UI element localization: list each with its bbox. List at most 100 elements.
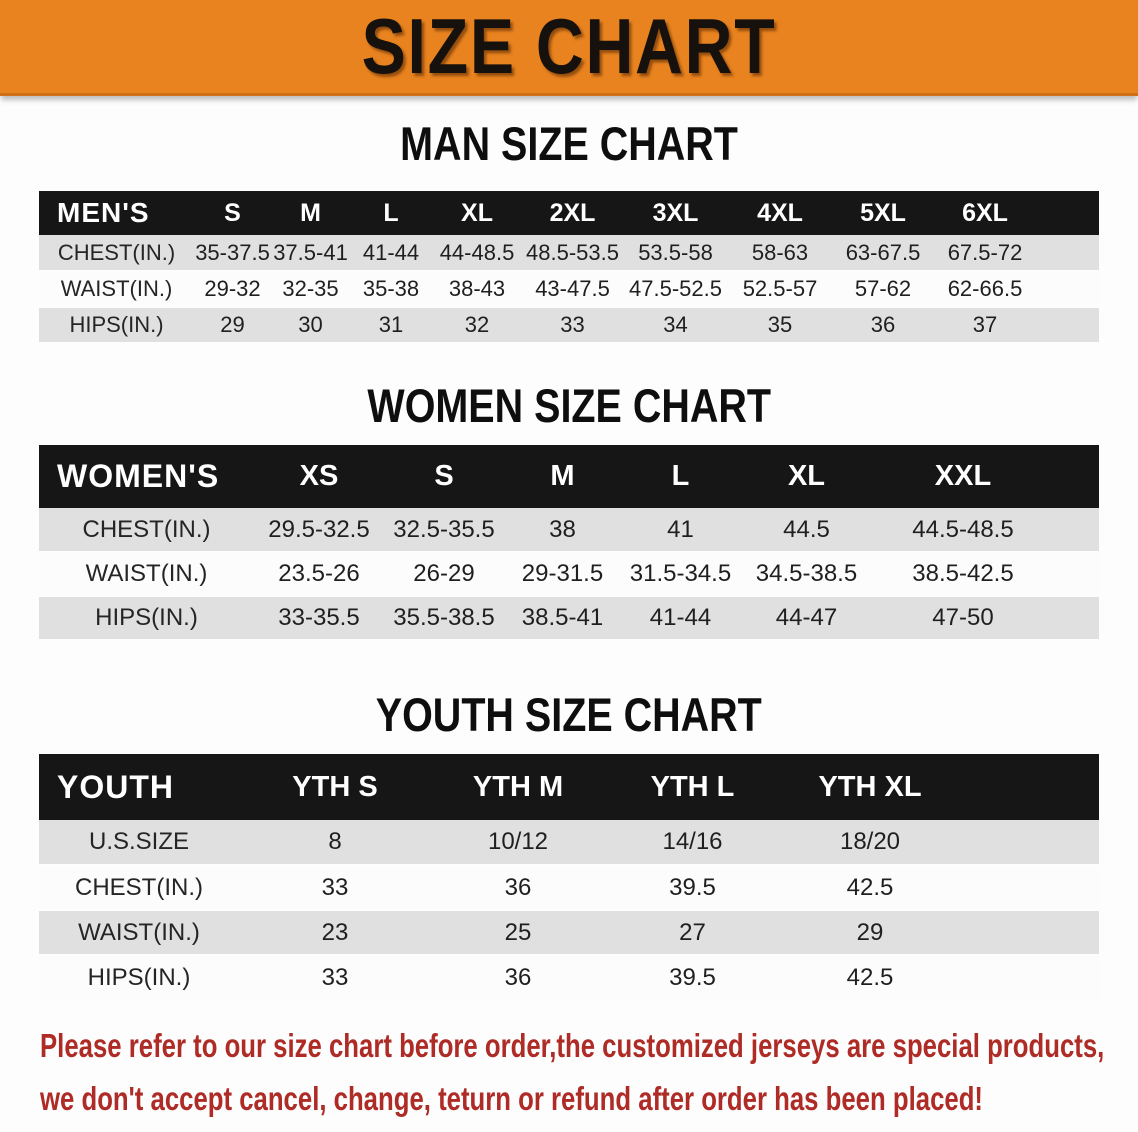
disclaimer-line-1: Please refer to our size chart before or… (40, 1023, 1138, 1076)
value-cell: 36 (504, 873, 532, 901)
men-section-heading-text: MAN SIZE CHART (400, 117, 738, 170)
size-column-header: 6XL (934, 191, 1036, 235)
value-cell: 42.5 (846, 963, 894, 991)
youth-size-table: YOUTH YTH S YTH M YTH L YTH XL U.S.SIZE 8 10/12… (39, 754, 1099, 1001)
value-cell: 37.5-41 (273, 239, 348, 265)
value-cell: 39.5 (669, 963, 716, 991)
measurement-row: HIPS(IN.) 29 30 31 32 33 34 35 36 37 (39, 307, 1099, 343)
value-cell: 34 (663, 312, 688, 337)
size-column-header: 4XL (728, 191, 832, 235)
banner-title: SIZE CHART (361, 2, 777, 90)
spacer-cell (960, 865, 1099, 910)
size-header-row: YOUTH YTH S YTH M YTH L YTH XL (39, 754, 1099, 820)
value-cell: 67.5-72 (947, 239, 1023, 265)
value-cell: 26-29 (413, 560, 475, 587)
row-label: WAIST(IN.) (60, 276, 173, 301)
row-label: WAIST(IN.) (85, 560, 208, 587)
spacer-cell (960, 820, 1099, 865)
spacer-cell (1036, 235, 1099, 271)
value-cell: 36 (504, 963, 532, 991)
value-cell: 44.5 (783, 515, 830, 543)
value-cell: 23 (321, 918, 349, 946)
value-cell: 43-47.5 (535, 276, 610, 301)
value-cell: 33 (560, 312, 585, 337)
value-cell: 31.5-34.5 (629, 560, 732, 587)
spacer-cell (1036, 271, 1099, 307)
value-cell: 29-32 (204, 276, 261, 301)
size-column-header: M (271, 191, 350, 235)
value-cell: 58-63 (751, 239, 809, 265)
value-cell: 32-35 (282, 276, 339, 301)
value-cell: 8 (328, 828, 342, 855)
youth-size-section: YOUTH SIZE CHART YOUTH YTH S YTH M YTH L YTH… (0, 691, 1138, 1001)
measurement-row: HIPS(IN.) 33-35.5 35.5-38.5 38.5-41 41-44 44-… (39, 596, 1099, 640)
spacer-cell (1053, 596, 1099, 640)
value-cell: 42.5 (846, 873, 894, 901)
value-cell: 41 (667, 515, 694, 543)
spacer-cell (1053, 508, 1099, 552)
size-column-header: YTH XL (780, 754, 960, 820)
order-disclaimer: Please refer to our size chart before or… (40, 1023, 1138, 1129)
disclaimer-line-2-text: we don't accept cancel, change, teturn o… (40, 1080, 983, 1117)
row-label: CHEST(IN.) (57, 239, 176, 265)
measurement-row: HIPS(IN.) 33 36 39.5 42.5 (39, 955, 1099, 1000)
spacer-cell (1036, 307, 1099, 343)
measurement-row: WAIST(IN.) 29-32 32-35 35-38 38-43 43-47.5 47.… (39, 271, 1099, 307)
spacer-cell (1053, 552, 1099, 596)
size-column-header: 5XL (832, 191, 934, 235)
size-column-header: S (194, 191, 271, 235)
size-column-header: 2XL (522, 191, 623, 235)
youth-section-heading-text: YOUTH SIZE CHART (375, 688, 763, 741)
size-column-header: YTH L (605, 754, 780, 820)
value-cell: 47-50 (932, 604, 994, 631)
table-corner-label: WOMEN'S (39, 445, 254, 508)
size-column-header: XL (432, 191, 522, 235)
size-column-header: XL (740, 445, 873, 508)
row-label: U.S.SIZE (88, 828, 190, 855)
value-cell: 41-44 (649, 604, 712, 631)
women-size-section: WOMEN SIZE CHART WOMEN'S XS S M L XL XXL CHEST(… (0, 382, 1138, 641)
value-cell: 14/16 (662, 828, 723, 855)
value-cell: 33 (321, 873, 349, 901)
value-cell: 27 (679, 918, 706, 946)
size-chart-banner: SIZE CHART (0, 0, 1138, 96)
value-cell: 38.5-42.5 (912, 560, 1014, 587)
measurement-row: CHEST(IN.) 35-37.5 37.5-41 41-44 44-48.5 48.5… (39, 235, 1099, 271)
spacer-cell (960, 754, 1099, 820)
value-cell: 62-66.5 (947, 276, 1023, 301)
row-label: CHEST(IN.) (75, 873, 203, 901)
size-column-header: YTH S (239, 754, 431, 820)
value-cell: 41-44 (362, 239, 420, 265)
men-size-table: MEN'S S M L XL 2XL 3XL 4XL 5XL 6XL CHEST(IN.) 35-37… (39, 191, 1099, 344)
size-header-row: MEN'S S M L XL 2XL 3XL 4XL 5XL 6XL (39, 191, 1099, 235)
table-corner-label: YOUTH (39, 754, 239, 820)
value-cell: 35-38 (362, 276, 420, 301)
value-cell: 35.5-38.5 (393, 604, 495, 631)
value-cell: 52.5-57 (742, 276, 818, 301)
size-column-header: XS (254, 445, 384, 508)
value-cell: 63-67.5 (845, 239, 921, 265)
value-cell: 25 (504, 918, 532, 946)
spacer-cell (1053, 445, 1099, 508)
measurement-row: WAIST(IN.) 23 25 27 29 (39, 910, 1099, 955)
value-cell: 29-31.5 (521, 560, 604, 587)
value-cell: 57-62 (854, 276, 912, 301)
value-cell: 34.5-38.5 (755, 560, 858, 587)
row-label: HIPS(IN.) (69, 312, 164, 337)
value-cell: 47.5-52.5 (629, 276, 722, 301)
value-cell: 32.5-35.5 (393, 515, 495, 543)
spacer-cell (960, 910, 1099, 955)
value-cell: 33-35.5 (278, 604, 360, 631)
size-column-header: XXL (873, 445, 1053, 508)
row-label: CHEST(IN.) (82, 515, 211, 543)
value-cell: 36 (870, 312, 896, 337)
value-cell: 23.5-26 (278, 560, 360, 587)
size-column-header: L (621, 445, 740, 508)
value-cell: 29 (856, 918, 884, 946)
value-cell: 37 (972, 312, 998, 337)
value-cell: 33 (321, 963, 349, 991)
measurement-row: WAIST(IN.) 23.5-26 26-29 29-31.5 31.5-34.5 34… (39, 552, 1099, 596)
size-header-row: WOMEN'S XS S M L XL XXL (39, 445, 1099, 508)
women-size-table: WOMEN'S XS S M L XL XXL CHEST(IN.) 29.5-32.5 32.5… (39, 445, 1099, 641)
value-cell: 38.5-41 (521, 604, 604, 631)
